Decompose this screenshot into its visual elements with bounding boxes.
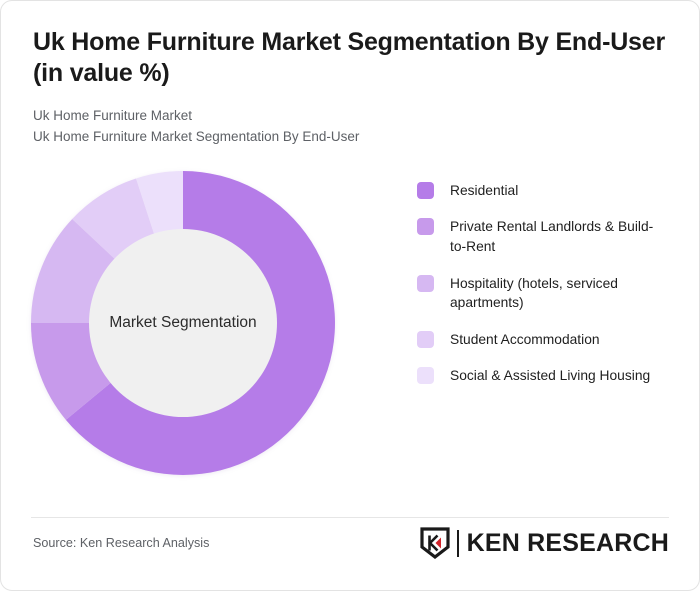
page-title: Uk Home Furniture Market Segmentation By… (33, 28, 665, 87)
legend-item-label: Social & Assisted Living Housing (450, 368, 651, 384)
legend-swatch-icon (417, 330, 434, 348)
legend-item[interactable]: Social & Assisted Living Housing (417, 366, 667, 386)
legend-swatch-icon (417, 367, 434, 385)
chart-body: Market Segmentation Residential Private R… (1, 148, 699, 478)
legend-item-label: Student Accommodation (450, 331, 600, 347)
chart-footer: Source: Ken Research Analysis KEN RESEAR… (33, 526, 669, 560)
brand-logo: KEN RESEARCH (419, 527, 669, 559)
breadcrumb-market: Uk Home Furniture Market (33, 108, 193, 123)
legend-item[interactable]: Student Accommodation (417, 330, 667, 350)
legend-swatch-icon (417, 274, 434, 292)
legend-item-label: Residential (450, 182, 519, 198)
legend-item[interactable]: Private Rental Landlords & Build-to-Rent (417, 217, 667, 256)
legend-item-label: Hospitality (hotels, serviced apartments… (450, 275, 618, 311)
ken-research-shield-icon (419, 527, 450, 559)
legend-item-label: Private Rental Landlords & Build-to-Rent (450, 219, 654, 254)
legend-item[interactable]: Residential (417, 181, 667, 201)
breadcrumb-segmentation: Uk Home Furniture Market Segmentation By… (33, 128, 360, 144)
legend-swatch-icon (417, 218, 434, 236)
donut-chart: Market Segmentation (30, 170, 336, 476)
legend-swatch-icon (417, 181, 434, 199)
brand-divider (456, 529, 459, 557)
donut-hole (89, 228, 277, 417)
legend-item[interactable]: Hospitality (hotels, serviced apartments… (417, 274, 667, 313)
source-text: Source: Ken Research Analysis (33, 536, 210, 550)
donut-chart-svg (31, 170, 335, 475)
breadcrumb: Uk Home Furniture Market Uk Home Furnitu… (33, 106, 669, 148)
footer-divider (31, 517, 669, 518)
chart-legend: Residential Private Rental Landlords & Bu… (417, 181, 667, 386)
chart-header: Uk Home Furniture Market Segmentation By… (1, 1, 699, 148)
brand-name: KEN RESEARCH (466, 528, 669, 557)
